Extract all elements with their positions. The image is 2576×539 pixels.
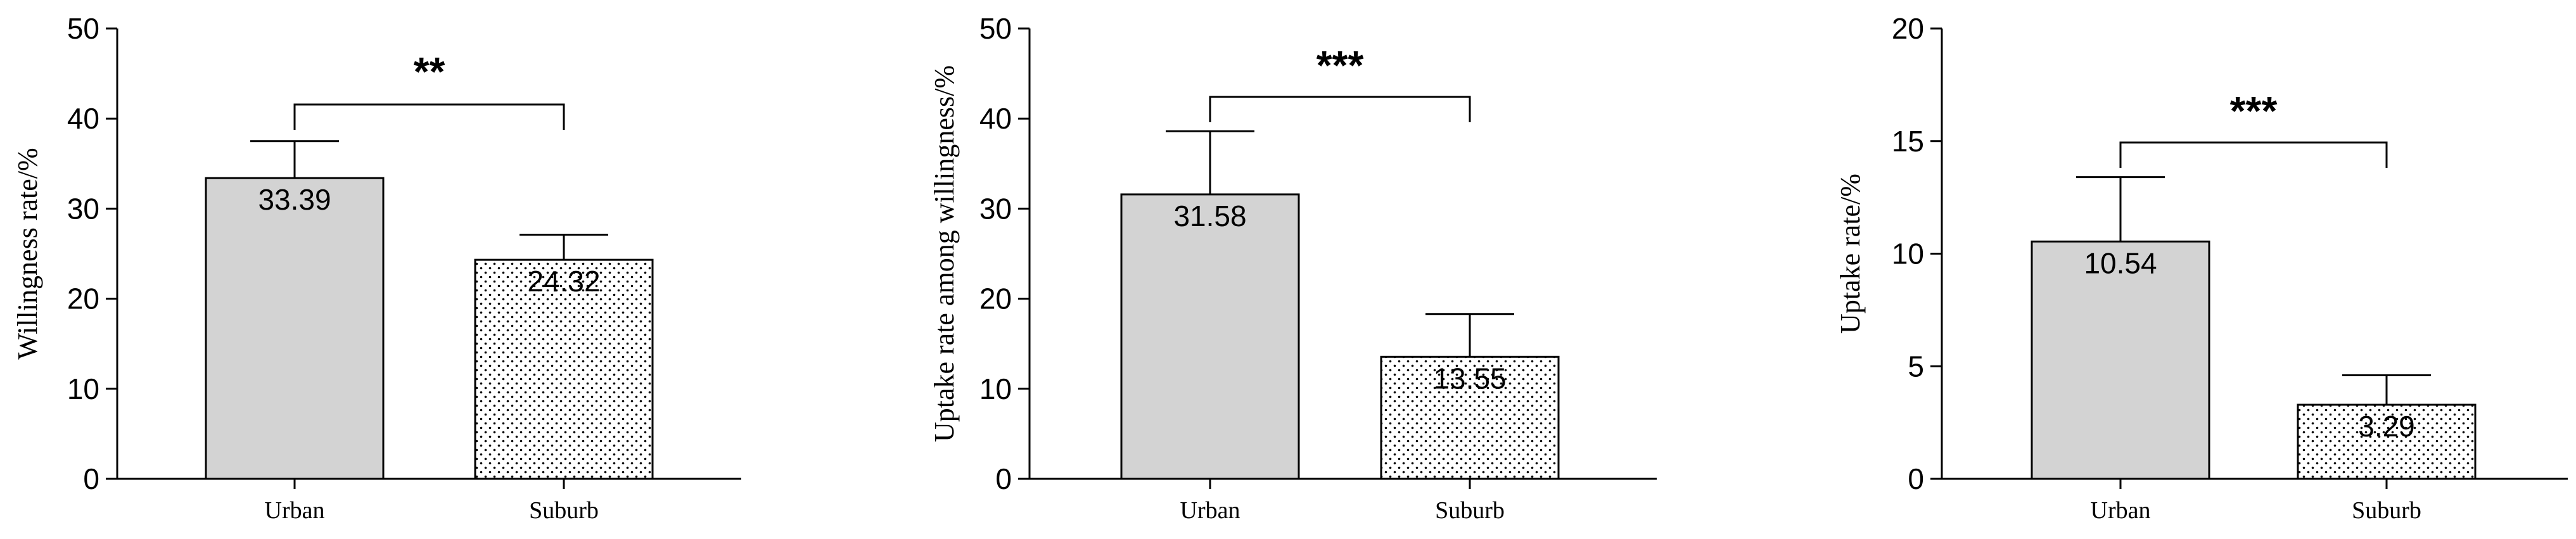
bar-urban — [205, 177, 385, 480]
chart-panel-3: 0 5 10 15 20 Uptake rate/% Urban 10.54 Suburb 3.2… — [1835, 12, 2568, 524]
data-label: 24.32 — [527, 265, 600, 298]
data-label: 31.58 — [1173, 200, 1246, 232]
bar-suburb — [474, 258, 654, 480]
y-axis-title: Willingness rate/% — [12, 148, 43, 359]
chart-panel-1: 0 10 20 30 40 50 Willingness rate/% Urban 33.39 S… — [12, 12, 741, 524]
bar-suburb — [2297, 403, 2477, 480]
y-tick-label: 50 — [67, 12, 99, 45]
y-tick-label: 20 — [1892, 12, 1924, 45]
data-label: 13.55 — [1433, 362, 1506, 395]
bar-urban — [2031, 240, 2210, 480]
significance-label: *** — [2230, 88, 2278, 134]
significance-label: *** — [1317, 42, 1364, 88]
y-tick-label: 30 — [979, 192, 1012, 225]
y-tick-label: 0 — [995, 462, 1012, 495]
y-tick-label: 20 — [67, 282, 99, 315]
y-axis-title: Uptake rate among willingness/% — [929, 65, 960, 442]
x-tick-label: Suburb — [1435, 497, 1505, 524]
y-tick-label: 40 — [979, 102, 1012, 135]
x-tick-label: Suburb — [529, 497, 599, 524]
y-tick-label: 10 — [67, 372, 99, 405]
x-tick-label: Suburb — [2352, 497, 2421, 524]
y-tick-label: 15 — [1892, 125, 1924, 158]
y-tick-label: 5 — [1908, 350, 1924, 383]
y-tick-label: 10 — [979, 372, 1012, 405]
x-tick-label: Urban — [265, 497, 325, 524]
y-axis-title: Uptake rate/% — [1835, 174, 1866, 334]
y-tick-label: 0 — [1908, 462, 1924, 495]
chart-panel-2: 0 10 20 30 40 50 Uptake rate among willingness… — [929, 12, 1657, 524]
y-tick-label: 30 — [67, 192, 99, 225]
data-label: 33.39 — [258, 183, 331, 216]
significance-bracket — [2119, 141, 2388, 168]
bar-urban — [1120, 193, 1300, 480]
y-tick-label: 40 — [67, 102, 99, 135]
data-label: 10.54 — [2084, 246, 2157, 279]
significance-bracket — [1209, 96, 1471, 122]
x-tick-label: Urban — [1180, 497, 1240, 524]
data-label: 3.29 — [2358, 410, 2415, 443]
significance-bracket — [293, 103, 565, 130]
significance-label: ** — [414, 49, 445, 94]
x-tick-label: Urban — [2091, 497, 2151, 524]
y-tick-label: 10 — [1892, 238, 1924, 270]
y-tick-label: 50 — [979, 12, 1012, 45]
y-tick-label: 20 — [979, 282, 1012, 315]
y-tick-label: 0 — [83, 462, 99, 495]
